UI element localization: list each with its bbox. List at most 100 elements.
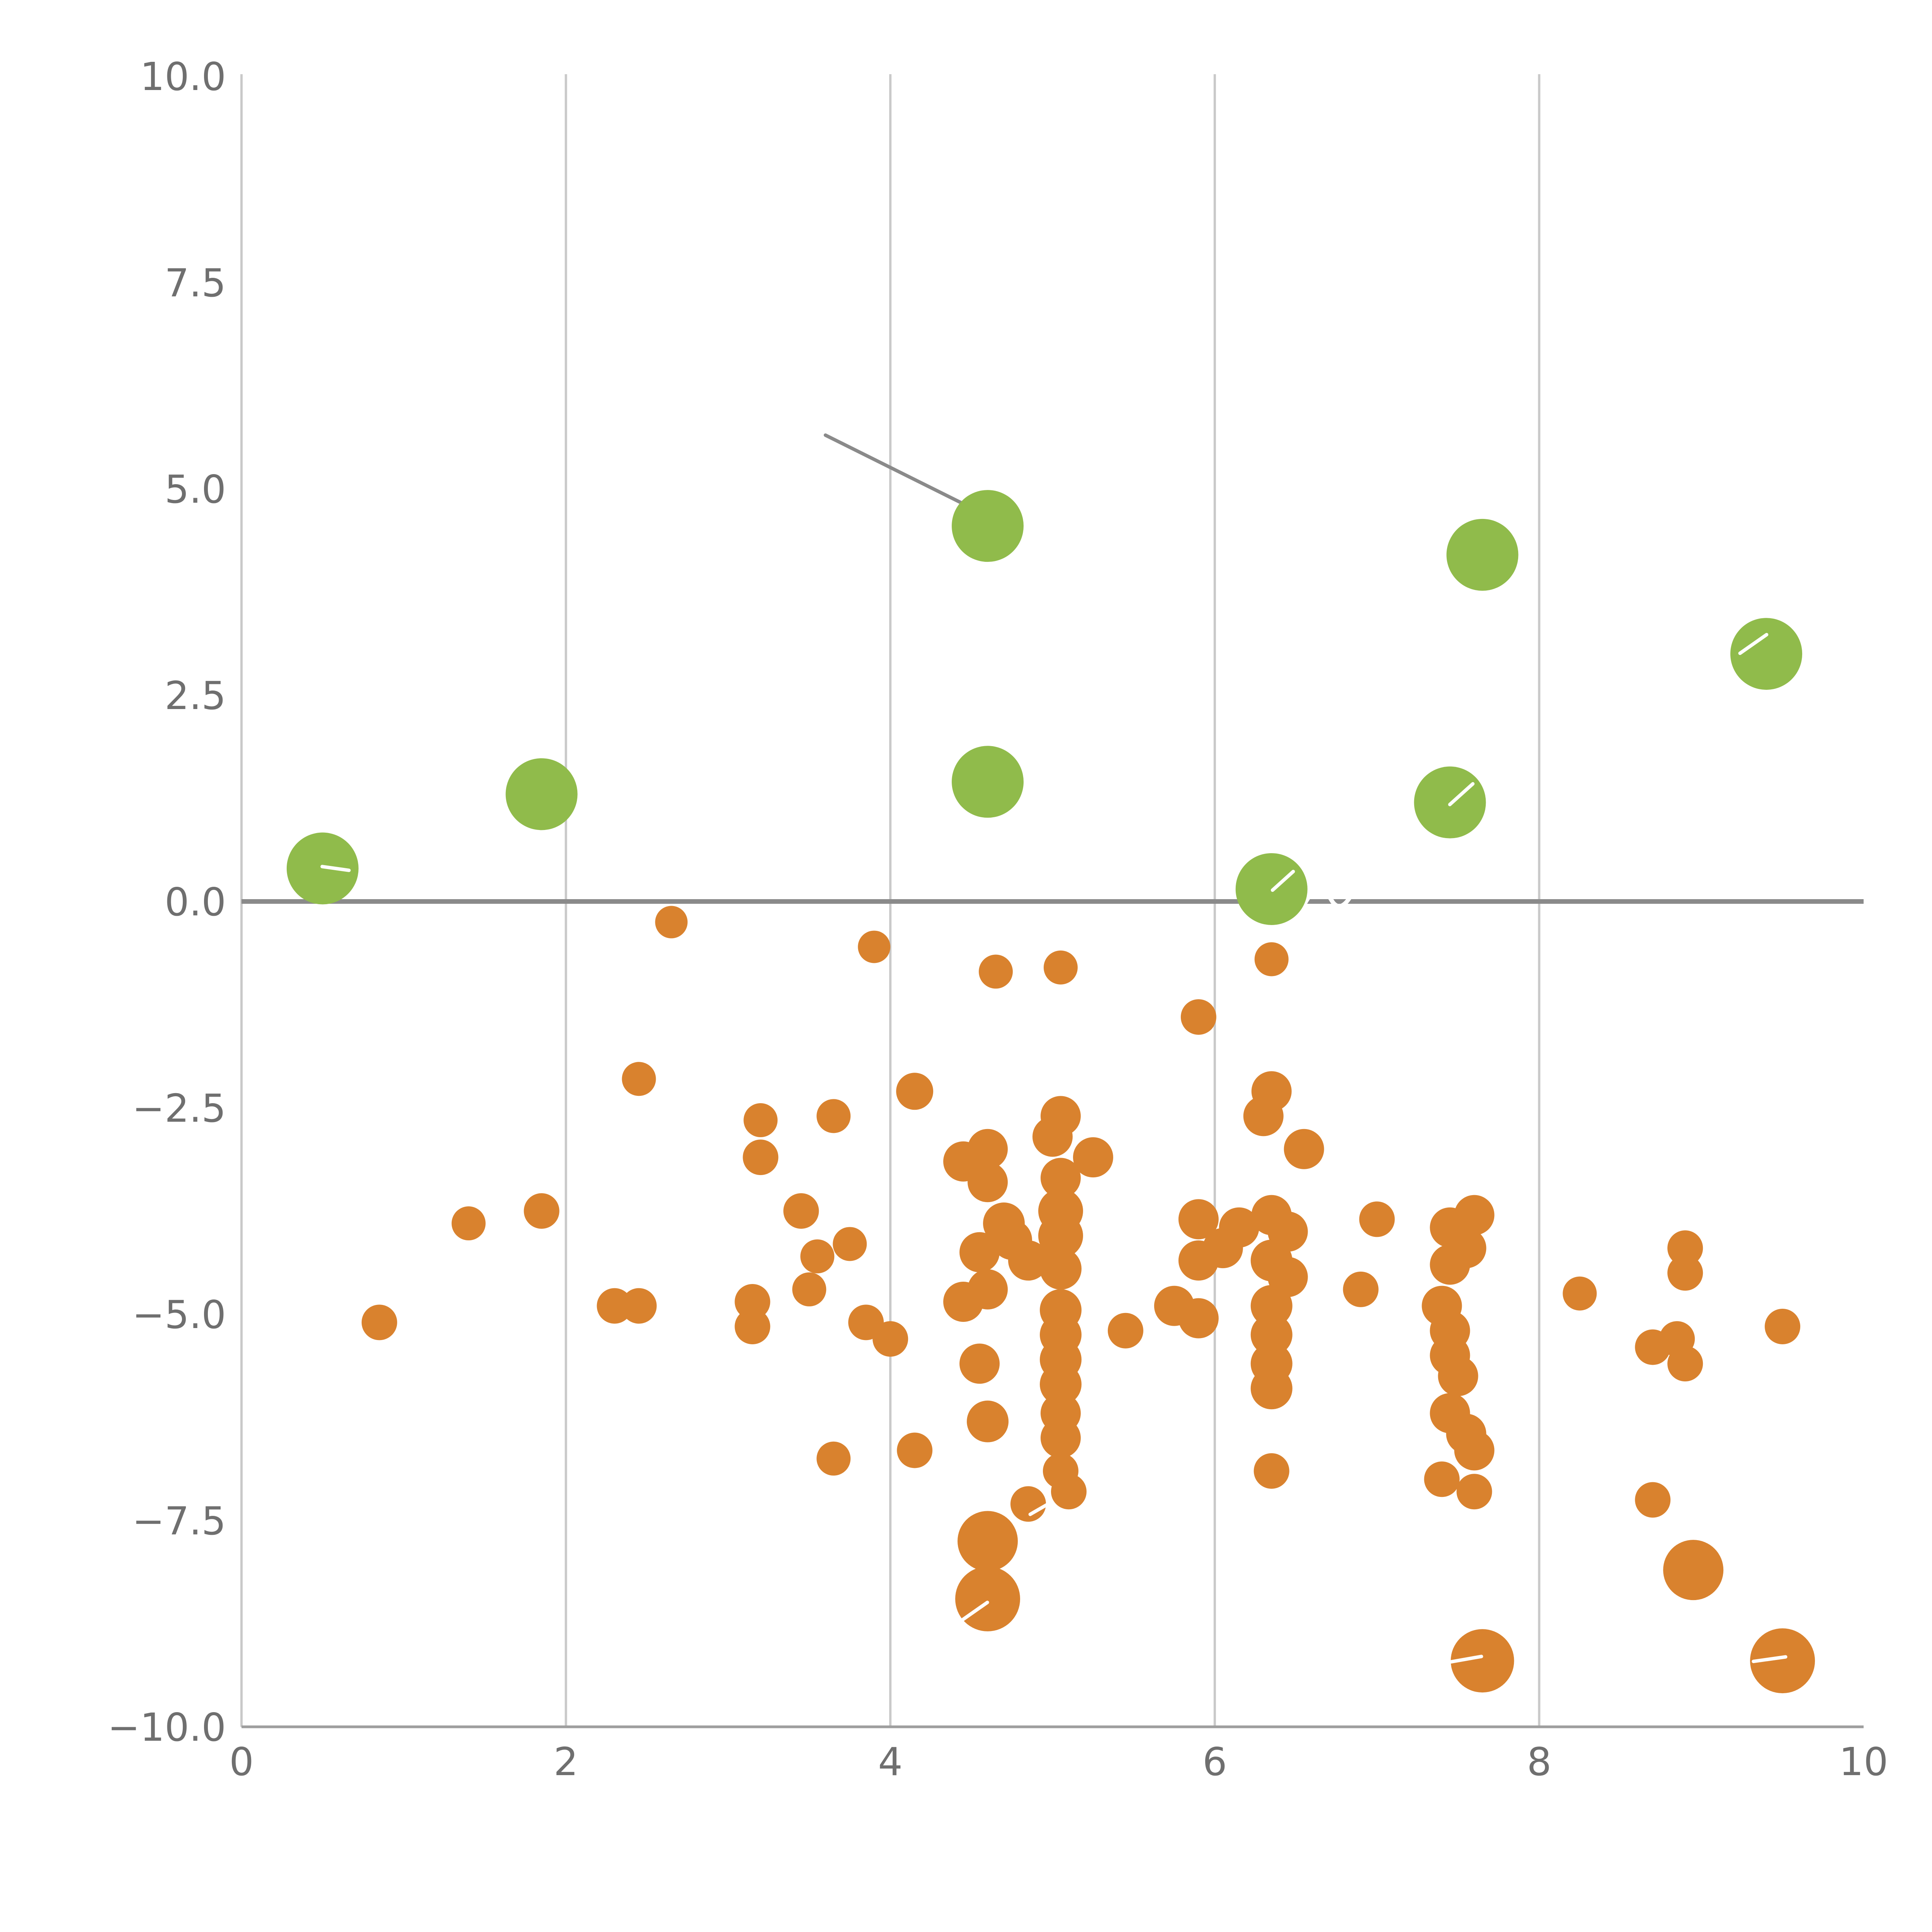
data-point-orange: [1635, 1482, 1671, 1518]
data-point-orange: [735, 1309, 770, 1345]
data-point-orange: [1250, 1367, 1293, 1410]
x-tick-label: 6: [1202, 1739, 1227, 1784]
data-point-orange: [897, 1432, 933, 1468]
data-point-orange: [1043, 950, 1078, 985]
data-point-green: [1730, 618, 1803, 690]
data-point-orange: [1667, 1346, 1703, 1382]
data-point-orange: [1032, 1116, 1073, 1157]
x-tick-label: 0: [229, 1739, 254, 1784]
data-point-green: [286, 832, 359, 905]
data-point-orange: [1250, 1314, 1293, 1356]
y-tick-label: 10.0: [140, 54, 226, 99]
data-point-orange: [621, 1288, 657, 1324]
data-point-orange: [1284, 1129, 1324, 1169]
data-point-orange: [1667, 1230, 1703, 1266]
data-point-orange: [1359, 1201, 1395, 1237]
data-point-orange: [959, 1232, 1000, 1272]
data-point-orange: [361, 1304, 397, 1340]
data-point-orange: [1107, 1313, 1143, 1349]
data-point-orange: [1765, 1309, 1801, 1345]
data-point-orange: [979, 954, 1013, 989]
data-point-orange: [743, 1139, 779, 1175]
data-point-orange: [597, 1288, 633, 1324]
data-point-orange: [1202, 1228, 1243, 1269]
data-point-orange: [1563, 1276, 1597, 1311]
data-point-green: [952, 746, 1024, 818]
data-point-orange: [968, 1162, 1008, 1202]
white-scribble-annotation: [1302, 869, 1498, 908]
data-point-orange: [1750, 1628, 1815, 1694]
y-tick-label: 7.5: [165, 260, 226, 306]
data-point-orange: [1039, 1363, 1082, 1405]
white-tick-mark: [1738, 633, 1769, 655]
y-tick-label: −2.5: [132, 1086, 226, 1131]
data-point-orange: [955, 1566, 1020, 1631]
white-tick-mark: [1449, 1655, 1483, 1664]
white-tick-mark: [1752, 1655, 1787, 1663]
data-point-orange: [1051, 1474, 1087, 1510]
data-point-orange: [524, 1193, 560, 1229]
data-point-orange: [1451, 1629, 1514, 1693]
data-point-orange: [1073, 1137, 1113, 1178]
data-point-orange: [1663, 1540, 1724, 1600]
data-point-orange: [1040, 1158, 1081, 1198]
data-point-orange: [1438, 1356, 1478, 1396]
data-point-orange: [735, 1284, 770, 1320]
data-point-orange: [800, 1239, 835, 1274]
data-point-orange: [858, 930, 891, 963]
data-point-green: [505, 758, 578, 830]
data-point-orange: [1456, 1474, 1492, 1510]
x-tick-label: 8: [1527, 1739, 1552, 1784]
data-point-orange: [1667, 1255, 1703, 1291]
white-tick-mark: [320, 865, 351, 872]
data-point-orange: [792, 1272, 827, 1306]
data-point-orange: [1250, 1285, 1293, 1327]
data-point-orange: [1446, 1228, 1486, 1269]
data-point-orange: [1454, 1195, 1495, 1235]
data-point-orange: [1008, 1240, 1049, 1281]
data-point-orange: [1178, 1298, 1219, 1338]
white-tick-mark: [1448, 782, 1475, 806]
data-point-orange: [1424, 1461, 1460, 1497]
data-point-orange: [743, 1103, 778, 1138]
data-point-orange: [1243, 1096, 1284, 1136]
data-point-green: [1446, 519, 1519, 591]
data-point-orange: [1254, 942, 1289, 976]
data-point-orange: [1253, 1453, 1289, 1489]
y-tick-label: −10.0: [108, 1705, 226, 1750]
y-tick-label: −5.0: [132, 1292, 226, 1337]
data-point-orange: [872, 1321, 908, 1357]
annotation-line: [823, 433, 981, 514]
data-point-green: [952, 490, 1024, 562]
data-point-orange: [816, 1099, 851, 1133]
data-point-orange: [833, 1227, 867, 1261]
x-tick-label: 4: [878, 1739, 903, 1784]
y-tick-label: 2.5: [165, 673, 226, 718]
data-point-orange: [655, 906, 688, 939]
data-point-orange: [816, 1441, 851, 1476]
white-tick-mark: [960, 1600, 989, 1622]
y-tick-label: 5.0: [165, 467, 226, 512]
data-point-orange: [622, 1062, 656, 1096]
data-point-orange: [1040, 1418, 1081, 1458]
data-point-orange: [1010, 1486, 1046, 1522]
y-tick-label: 0.0: [165, 879, 226, 925]
data-point-orange: [967, 1400, 1009, 1442]
white-tick-mark: [1270, 870, 1295, 892]
data-point-orange: [968, 1269, 1008, 1310]
data-point-orange: [1178, 1199, 1219, 1240]
data-point-orange: [957, 1511, 1018, 1571]
data-point-orange: [1343, 1271, 1379, 1307]
data-point-orange: [451, 1206, 486, 1241]
data-point-orange: [783, 1193, 819, 1229]
data-point-orange: [1180, 999, 1216, 1035]
data-point-orange: [1038, 1213, 1083, 1259]
data-point-orange: [968, 1129, 1008, 1169]
data-point-orange: [1039, 1248, 1082, 1290]
data-point-orange: [959, 1344, 1000, 1384]
white-tick-mark: [1028, 1502, 1051, 1516]
data-point-orange: [896, 1073, 934, 1110]
x-tick-label: 10: [1839, 1739, 1888, 1784]
